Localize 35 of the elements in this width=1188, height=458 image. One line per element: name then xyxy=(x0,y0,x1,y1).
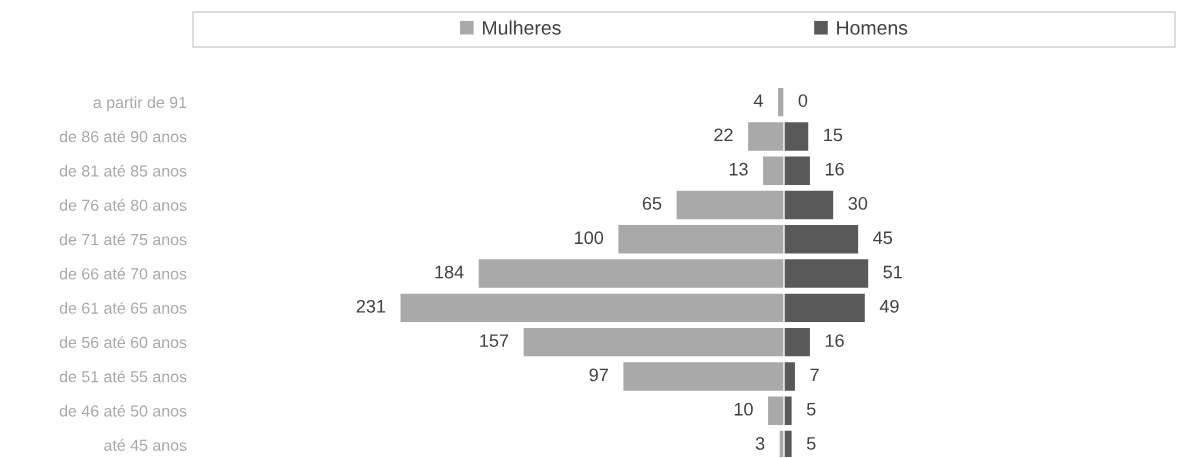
data-label: 4 xyxy=(753,94,763,107)
y-tick-label: de 86 até 90 anos xyxy=(59,130,187,143)
data-label: 51 xyxy=(883,265,902,279)
legend-label: Homens xyxy=(837,21,908,35)
data-label: 30 xyxy=(848,197,868,210)
y-tick-label: de 46 até 50 anos xyxy=(59,404,187,417)
data-label: 15 xyxy=(824,128,843,142)
y-tick-label: de 61 até 65 anos xyxy=(59,301,187,314)
y-tick-label: de 76 até 80 anos xyxy=(59,199,187,211)
data-label: 100 xyxy=(575,231,604,245)
y-tick-label: até 45 anos xyxy=(104,439,187,451)
data-label: 0 xyxy=(798,94,808,107)
data-label: 5 xyxy=(806,437,816,450)
data-label: 231 xyxy=(356,299,386,313)
data-label: 10 xyxy=(734,402,753,416)
data-label: 16 xyxy=(825,334,844,347)
y-tick-label: de 81 até 85 anos xyxy=(59,164,187,177)
data-label: 16 xyxy=(825,162,844,176)
data-label: 49 xyxy=(879,299,899,313)
data-label: 3 xyxy=(755,437,765,450)
y-tick-label: de 71 até 75 anos xyxy=(59,233,187,246)
y-tick-label: a partir de 91 xyxy=(93,96,187,112)
y-tick-label: de 56 até 60 anos xyxy=(59,336,187,349)
data-label: 157 xyxy=(480,334,509,347)
legend-label: Mulheres xyxy=(483,20,561,35)
data-label: 97 xyxy=(589,368,608,382)
data-label: 45 xyxy=(873,231,893,245)
y-tick-label: de 51 até 55 anos xyxy=(59,370,187,383)
data-label: 7 xyxy=(810,368,819,382)
data-label: 22 xyxy=(714,128,733,142)
data-label: 184 xyxy=(435,265,464,279)
y-tick-label: de 66 até 70 anos xyxy=(59,267,187,280)
data-label: 65 xyxy=(642,197,662,210)
data-label: 5 xyxy=(806,402,816,416)
data-label: 13 xyxy=(729,162,748,176)
